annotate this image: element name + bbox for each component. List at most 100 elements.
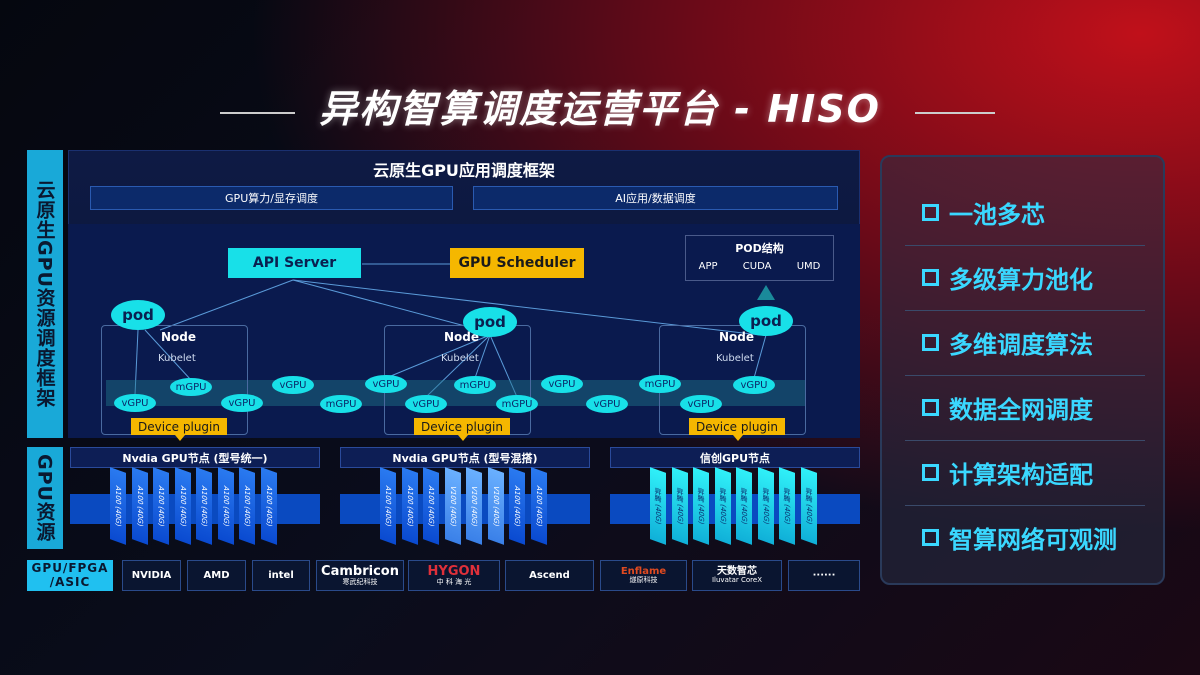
- gpu-card: A100 (40G): [110, 467, 126, 545]
- vendor-logo-amd: AMD: [187, 560, 246, 591]
- vendor-subname: 中 科 海 光: [436, 577, 472, 586]
- bar-ai-data: AI应用/数据调度: [473, 186, 838, 210]
- pod-ellipse: pod: [463, 307, 517, 337]
- gpu-ellipse: vGPU: [586, 395, 628, 413]
- checkbox-icon: [922, 204, 939, 221]
- gpu-ellipse: vGPU: [365, 375, 407, 393]
- checkbox-icon: [922, 464, 939, 481]
- vendor-logo-: ······: [788, 560, 860, 591]
- vendor-name: 天数智芯: [717, 566, 757, 578]
- node-label: Node: [719, 330, 755, 344]
- feature-divider: [905, 440, 1145, 441]
- gpu-ellipse: vGPU: [114, 394, 156, 412]
- gpu-ellipse: vGPU: [405, 395, 447, 413]
- feature-item: 数据全网调度: [922, 390, 1093, 425]
- arrow-down-icon: [458, 435, 468, 441]
- gpu-card: A100 (40G): [131, 467, 148, 545]
- node-label: Node: [444, 330, 480, 344]
- vendor-name: Enflame: [620, 566, 667, 578]
- feature-item: 多级算力池化: [922, 260, 1093, 295]
- gpu-card: 昇腾 (40G): [714, 467, 731, 545]
- vendor-name: ······: [812, 570, 836, 581]
- gpu-card: A100 (40G): [423, 467, 439, 545]
- gpu-ellipse: vGPU: [221, 394, 263, 412]
- device-plugin-box: Device plugin: [689, 418, 785, 435]
- gpu-node-header: 信创GPU节点: [610, 447, 860, 468]
- pod-structure-box: POD结构 APP CUDA UMD: [685, 235, 834, 281]
- vendor-subname: 寒武纪科技: [342, 577, 378, 586]
- checkbox-icon: [922, 399, 939, 416]
- node-label: Node: [161, 330, 197, 344]
- vendor-logo-nvidia: NVIDIA: [122, 560, 181, 591]
- pod-ellipse: pod: [739, 306, 793, 336]
- vendor-name: Cambricon: [321, 563, 399, 579]
- gpu-ellipse: vGPU: [541, 375, 583, 393]
- feature-label: 多维调度算法: [949, 331, 1093, 359]
- vendor-subname: Iluvatar CoreX: [711, 576, 762, 585]
- checkbox-icon: [922, 529, 939, 546]
- gpu-card: 昇腾 (40G): [779, 467, 795, 545]
- gpu-ellipse: mGPU: [639, 375, 681, 393]
- api-server-box: API Server: [228, 248, 361, 278]
- vendor-name: HYGON: [427, 563, 481, 579]
- pod-structure-umd: UMD: [796, 261, 821, 272]
- device-plugin-box: Device plugin: [131, 418, 227, 435]
- gpu-card: V100 (40G): [487, 467, 504, 545]
- gpu-card: A100 (40G): [530, 467, 547, 545]
- kubelet-label: Kubelet: [158, 353, 196, 364]
- feature-label: 数据全网调度: [949, 396, 1093, 424]
- vendor-row-label: GPU/FPGA /ASIC: [27, 560, 113, 591]
- gpu-node-band: [340, 494, 590, 524]
- gpu-card: 昇腾 (40G): [800, 467, 817, 545]
- gpu-card: V100 (40G): [466, 467, 482, 545]
- vendor-logo-enflame: Enflame 燧原科技: [600, 560, 687, 591]
- gpu-card: 昇腾 (40G): [736, 467, 752, 545]
- gpu-node-header: Nvdia GPU节点 (型号统一): [70, 447, 320, 468]
- title-line-left: [220, 112, 295, 114]
- gpu-card: A100 (40G): [401, 467, 418, 545]
- device-plugin-box: Device plugin: [414, 418, 510, 435]
- checkbox-icon: [922, 334, 939, 351]
- feature-divider: [905, 375, 1145, 376]
- gpu-ellipse: vGPU: [680, 395, 722, 413]
- gpu-ellipse: mGPU: [320, 395, 362, 413]
- vendor-name: intel: [268, 570, 294, 581]
- feature-item: 一池多芯: [922, 195, 1045, 230]
- page-title: 异构智算调度运营平台 - HISO: [319, 87, 881, 131]
- vendor-logo-intel: intel: [252, 560, 310, 591]
- bar-gpu-compute: GPU算力/显存调度: [90, 186, 453, 210]
- gpu-ellipse: mGPU: [454, 376, 496, 394]
- pod-structure-cuda: CUDA: [742, 261, 772, 272]
- gpu-node-band: [610, 494, 860, 524]
- vendor-logo-hygon: HYGON 中 科 海 光: [408, 560, 500, 591]
- gpu-card: V100 (40G): [444, 467, 461, 545]
- gpu-ellipse: mGPU: [496, 395, 538, 413]
- gpu-card: 昇腾 (40G): [757, 467, 774, 545]
- gpu-ellipse: vGPU: [272, 376, 314, 394]
- vendor-name: NVIDIA: [131, 570, 172, 581]
- gpu-card: 昇腾 (40G): [650, 467, 666, 545]
- gpu-card: A100 (40G): [196, 467, 212, 545]
- gpu-card: A100 (40G): [153, 467, 169, 545]
- kubelet-label: Kubelet: [441, 353, 479, 364]
- gpu-ellipse: mGPU: [170, 378, 212, 396]
- gpu-node-band: [70, 494, 320, 524]
- gpu-node-header: Nvdia GPU节点 (型号混搭): [340, 447, 590, 468]
- feature-item: 智算网络可观测: [922, 520, 1117, 555]
- feature-divider: [905, 505, 1145, 506]
- feature-label: 一池多芯: [949, 201, 1045, 229]
- feature-label: 智算网络可观测: [949, 526, 1117, 554]
- feature-label: 多级算力池化: [949, 266, 1093, 294]
- vendor-logo-cambricon: Cambricon 寒武纪科技: [316, 560, 404, 591]
- vendor-logo-: 天数智芯 Iluvatar CoreX: [692, 560, 782, 591]
- gpu-card: A100 (40G): [217, 467, 234, 545]
- vendor-subname: 燧原科技: [629, 576, 658, 585]
- arrow-down-icon: [733, 435, 743, 441]
- label-gpu-resources: GPU资源: [27, 447, 63, 549]
- gpu-scheduler-box: GPU Scheduler: [450, 248, 584, 278]
- checkbox-icon: [922, 269, 939, 286]
- feature-label: 计算架构适配: [949, 461, 1093, 489]
- features-panel: [880, 155, 1165, 585]
- feature-item: 计算架构适配: [922, 455, 1093, 490]
- gpu-card: A100 (40G): [260, 467, 277, 545]
